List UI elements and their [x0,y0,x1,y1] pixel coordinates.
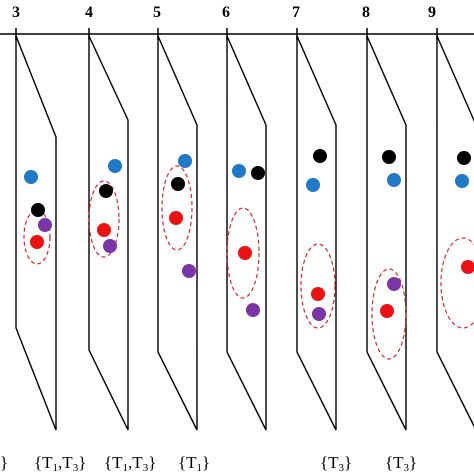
purple-point [246,303,260,317]
set-subscript: 3 [339,462,345,474]
black-point [313,149,327,163]
cluster-ellipse [88,180,120,258]
frame-4: 4{T1,T3} [34,4,129,474]
cluster-ellipse [23,209,51,265]
red-point [30,235,44,249]
set-text: ,T [128,453,143,472]
frame-8: 8 {T3} [362,4,417,474]
cluster-ellipse [226,207,260,299]
black-point [382,150,396,164]
frame-5: 5{T1,T3} [104,4,198,474]
set-label: } [0,453,8,472]
black-point [31,203,45,217]
blue-point [455,174,469,188]
cluster-ellipse [161,165,193,251]
set-text: ,T [58,453,73,472]
set-label: {T1,T3} [104,453,156,474]
frame-6: 6 {T1} [178,4,267,474]
frame-3: 3} [0,4,57,472]
cluster-ellipse [300,243,336,329]
red-point [461,260,474,274]
set-subscript: 1 [53,462,59,474]
set-label: {T3} [320,453,352,474]
cluster-ellipse [440,237,474,329]
frame-plane [436,35,474,428]
black-point [251,166,265,180]
frame-plane [15,35,57,431]
set-subscript: 1 [123,462,129,474]
frames-layer: 3}4{T1,T3}5{T1,T3}6{T1}7{T3}8{T3}9 [0,4,474,474]
set-text: {T [320,453,339,472]
blue-point [387,173,401,187]
frame-plane [226,35,267,431]
frame-number-label: 7 [292,4,300,21]
blue-point [178,154,192,168]
set-text: {T [178,453,197,472]
set-text: {T [104,453,123,472]
set-text: } [202,453,210,472]
frame-7: 7 {T3} [292,4,352,474]
set-subscript: 3 [404,462,410,474]
set-label: {T3} [385,453,417,474]
frame-plane [296,35,337,431]
purple-point [182,264,196,278]
set-text: {T [385,453,404,472]
red-point [311,287,325,301]
blue-point [232,164,246,178]
purple-point [38,218,52,232]
blue-point [108,159,122,173]
red-point [380,304,394,318]
set-text: } [409,453,417,472]
black-point [457,151,471,165]
black-point [171,177,185,191]
blue-point [306,178,320,192]
set-subscript: 1 [197,462,203,474]
purple-point [312,307,326,321]
purple-point [387,277,401,291]
frame-number-label: 9 [428,4,436,21]
purple-point [103,239,117,253]
frame-number-label: 3 [12,4,20,21]
cluster-ellipse [371,268,407,360]
blue-point [24,170,38,184]
frame-number-label: 5 [153,4,161,21]
set-label: {T1} [178,453,210,474]
red-point [238,246,252,260]
set-text: } [344,453,352,472]
set-text: } [78,453,86,472]
frame-number-label: 8 [362,4,370,21]
frame-number-label: 6 [222,4,230,21]
set-label: {T1,T3} [34,453,86,474]
red-point [169,211,183,225]
frame-plane [157,35,198,431]
frame-number-label: 4 [85,4,93,21]
black-point [99,184,113,198]
frame-9: 9 [428,4,474,428]
red-point [97,223,111,237]
frame-plane [366,35,407,431]
set-text: } [148,453,156,472]
set-text: {T [34,453,53,472]
set-subscript: 3 [73,462,79,474]
set-subscript: 3 [143,462,149,474]
